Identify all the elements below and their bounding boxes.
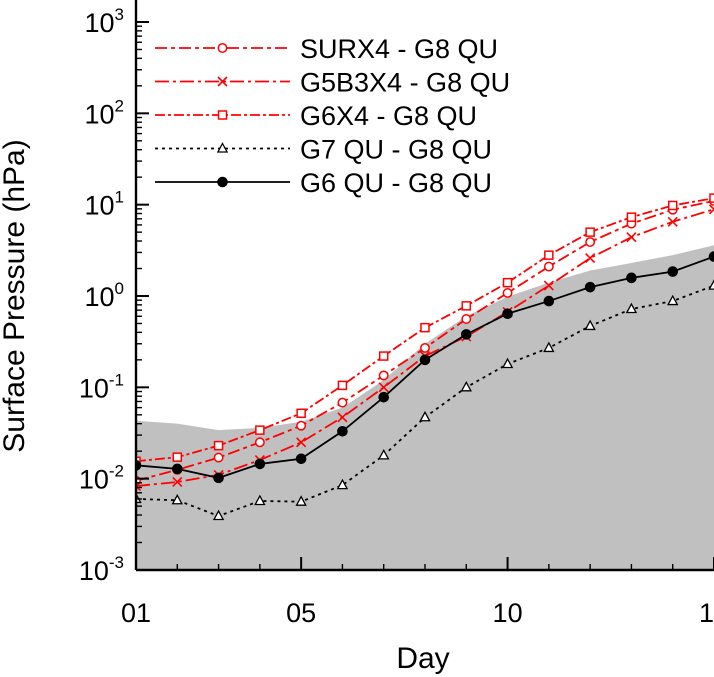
- y-tick-label: 10-1: [79, 370, 124, 403]
- y-axis-label: Surface Pressure (hPa): [0, 139, 31, 452]
- data-point: [172, 452, 183, 462]
- data-point: [213, 452, 224, 463]
- data-point: [254, 437, 265, 448]
- data-point: [584, 281, 596, 293]
- data-point: [543, 341, 555, 353]
- data-point: [172, 476, 183, 488]
- data-point: [667, 200, 678, 211]
- data-point: [626, 232, 637, 243]
- legend-entry: G6X4 - G8 QU: [155, 101, 477, 131]
- data-point: [336, 478, 349, 490]
- data-point: [708, 204, 714, 215]
- series-3: [136, 193, 714, 467]
- data-point: [461, 314, 472, 324]
- data-point: [337, 380, 348, 391]
- y-tick-label: 10-2: [79, 462, 124, 495]
- y-tick-label: 101: [84, 188, 124, 221]
- data-point: [171, 463, 183, 475]
- data-point: [378, 382, 389, 393]
- data-point: [501, 357, 514, 369]
- data-point: [171, 493, 183, 505]
- data-point: [420, 322, 430, 333]
- axes: 10-3 10-2 10-1 100 101 102 103 01 05 10 15: [79, 0, 714, 628]
- data-point: [585, 237, 596, 247]
- y-tick-label: 10-3: [79, 553, 124, 586]
- y-tick-label: 100: [84, 279, 124, 312]
- series-5: [136, 251, 714, 484]
- data-point: [626, 212, 637, 222]
- data-point: [585, 253, 596, 264]
- legend-entry: SURX4 - G8 QU: [155, 34, 498, 64]
- data-point: [626, 272, 637, 284]
- data-point: [708, 279, 714, 290]
- data-point: [502, 308, 513, 320]
- data-point: [255, 425, 265, 435]
- data-point: [667, 294, 679, 306]
- legend-marker: [217, 43, 228, 53]
- data-point: [667, 266, 679, 277]
- data-point: [378, 448, 390, 460]
- data-point: [460, 329, 472, 340]
- data-point: [667, 216, 678, 227]
- data-point: [378, 391, 390, 403]
- x-tick-label: 01: [121, 598, 151, 628]
- data-point: [543, 280, 554, 291]
- data-point: [585, 227, 595, 237]
- data-point: [420, 342, 430, 353]
- data-point: [296, 420, 307, 431]
- data-point: [212, 509, 225, 521]
- data-point: [502, 277, 513, 288]
- shaded-band-area: [136, 245, 714, 570]
- legend-marker: [217, 176, 228, 188]
- legend-entry: G7 QU - G8 QU: [155, 135, 492, 165]
- data-point: [378, 370, 389, 381]
- legend-label: G6 QU - G8 QU: [300, 168, 492, 198]
- y-tick-label: 103: [84, 5, 124, 38]
- data-point: [709, 193, 714, 203]
- data-point: [584, 319, 596, 331]
- legend-label: SURX4 - G8 QU: [300, 34, 498, 64]
- series-layer: [136, 193, 714, 521]
- data-point: [378, 351, 389, 361]
- legend-marker: [216, 142, 229, 153]
- series-4: [136, 279, 714, 521]
- data-point: [213, 440, 224, 451]
- x-tick-label: 05: [286, 598, 316, 628]
- data-point: [213, 472, 224, 484]
- legend-entry: G5B3X4 - G8 QU: [155, 68, 510, 98]
- data-point: [543, 261, 554, 272]
- data-point: [419, 354, 431, 366]
- legend-label: G6X4 - G8 QU: [300, 101, 477, 131]
- data-point: [544, 250, 554, 260]
- data-point: [460, 380, 472, 392]
- data-point: [502, 287, 513, 298]
- data-point: [254, 458, 266, 470]
- shaded-range-band: [136, 245, 714, 570]
- data-point: [625, 302, 638, 314]
- legend-label: G5B3X4 - G8 QU: [300, 68, 510, 98]
- legend-label: G7 QU - G8 QU: [300, 135, 492, 165]
- data-point: [337, 412, 348, 423]
- x-tick-label: 15: [699, 598, 714, 628]
- data-point: [419, 410, 431, 422]
- data-point: [254, 494, 266, 506]
- legend-marker: [217, 76, 228, 87]
- x-tick-label: 10: [493, 598, 523, 628]
- data-point: [295, 453, 307, 465]
- y-tick-label: 102: [84, 96, 124, 129]
- data-point: [543, 295, 555, 307]
- data-point: [461, 301, 472, 311]
- data-point: [337, 397, 348, 408]
- data-point: [296, 437, 307, 448]
- legend-entry: G6 QU - G8 QU: [155, 168, 492, 198]
- data-point: [296, 408, 306, 419]
- legend-marker: [217, 110, 228, 120]
- data-point: [295, 495, 307, 506]
- data-point: [708, 251, 714, 262]
- data-point: [337, 426, 348, 437]
- x-axis-label: Day: [396, 642, 449, 675]
